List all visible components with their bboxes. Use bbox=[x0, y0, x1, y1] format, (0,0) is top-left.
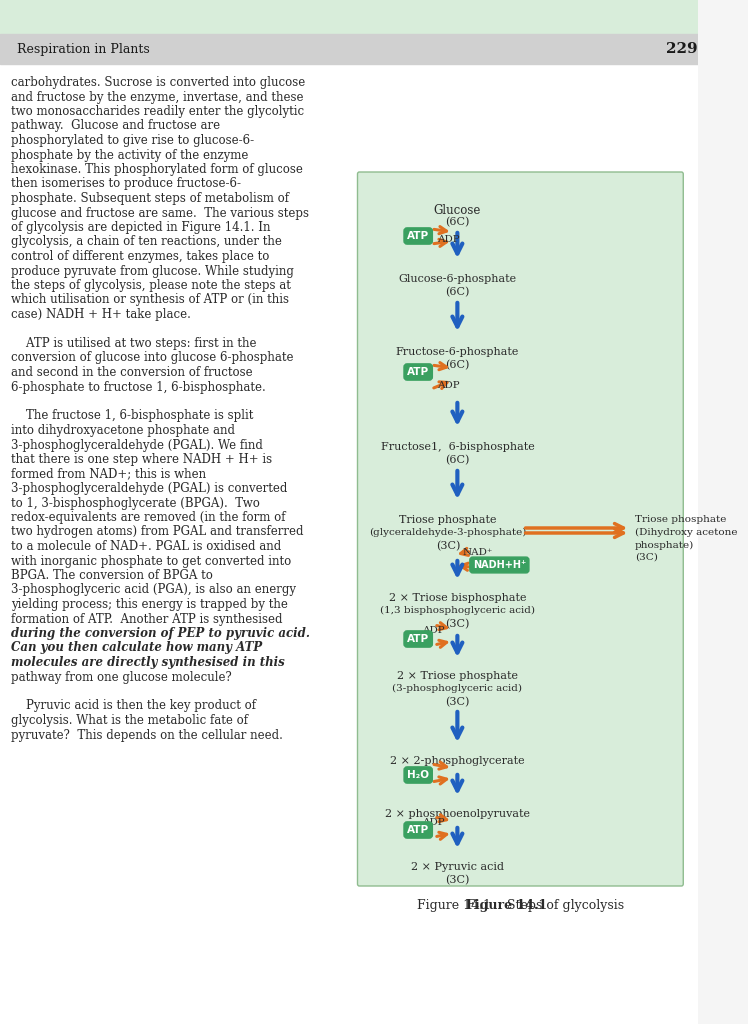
Text: redox-equivalents are removed (in the form of: redox-equivalents are removed (in the fo… bbox=[11, 511, 286, 524]
Text: Glucose-6-phosphate: Glucose-6-phosphate bbox=[399, 274, 516, 284]
Text: Triose phosphate: Triose phosphate bbox=[399, 515, 497, 525]
Text: conversion of glucose into glucose 6-phosphate: conversion of glucose into glucose 6-pho… bbox=[11, 351, 294, 365]
Text: of glycolysis are depicted in Figure 14.1. In: of glycolysis are depicted in Figure 14.… bbox=[11, 221, 271, 234]
Text: to a molecule of NAD+. PGAL is oxidised and: to a molecule of NAD+. PGAL is oxidised … bbox=[11, 540, 281, 553]
Text: The fructose 1, 6-bisphosphate is split: The fructose 1, 6-bisphosphate is split bbox=[11, 410, 254, 423]
Text: (6C): (6C) bbox=[445, 287, 470, 297]
Text: Can you then calculate how many ATP: Can you then calculate how many ATP bbox=[11, 641, 263, 654]
Text: formed from NAD+; this is when: formed from NAD+; this is when bbox=[11, 468, 206, 480]
Text: hexokinase. This phosphorylated form of glucose: hexokinase. This phosphorylated form of … bbox=[11, 163, 303, 176]
Text: ADP: ADP bbox=[422, 818, 444, 827]
Text: (3C): (3C) bbox=[436, 541, 460, 551]
Text: ATP: ATP bbox=[407, 231, 429, 241]
Text: 2 × phosphoenolpyruvate: 2 × phosphoenolpyruvate bbox=[385, 809, 530, 819]
Text: ATP: ATP bbox=[407, 634, 429, 644]
Text: 2 × 2-phosphoglycerate: 2 × 2-phosphoglycerate bbox=[390, 756, 524, 766]
Text: (6C): (6C) bbox=[445, 360, 470, 371]
Text: (6C): (6C) bbox=[445, 455, 470, 465]
Text: 2 × Triose phosphate: 2 × Triose phosphate bbox=[397, 671, 518, 681]
Text: then isomerises to produce fructose-6-: then isomerises to produce fructose-6- bbox=[11, 177, 241, 190]
Text: glycolysis, a chain of ten reactions, under the: glycolysis, a chain of ten reactions, un… bbox=[11, 236, 282, 249]
Text: pathway from one glucose molecule?: pathway from one glucose molecule? bbox=[11, 671, 232, 683]
Text: that there is one step where NADH + H+ is: that there is one step where NADH + H+ i… bbox=[11, 453, 272, 466]
Bar bbox=[0, 0, 698, 34]
Text: Respiration in Plants: Respiration in Plants bbox=[16, 43, 150, 55]
Text: 6-phosphate to fructose 1, 6-bisphosphate.: 6-phosphate to fructose 1, 6-bisphosphat… bbox=[11, 381, 266, 393]
Text: NAD⁺: NAD⁺ bbox=[462, 548, 492, 557]
Text: which utilisation or synthesis of ATP or (in this: which utilisation or synthesis of ATP or… bbox=[11, 294, 289, 306]
Text: two hydrogen atoms) from PGAL and transferred: two hydrogen atoms) from PGAL and transf… bbox=[11, 525, 304, 539]
Text: Figure 14.1    Steps of glycolysis: Figure 14.1 Steps of glycolysis bbox=[417, 899, 625, 912]
Text: ATP: ATP bbox=[407, 825, 429, 835]
Text: the steps of glycolysis, please note the steps at: the steps of glycolysis, please note the… bbox=[11, 279, 291, 292]
Text: (3C): (3C) bbox=[445, 874, 470, 886]
Text: control of different enzymes, takes place to: control of different enzymes, takes plac… bbox=[11, 250, 269, 263]
Text: ADP: ADP bbox=[422, 626, 444, 635]
Text: (3C): (3C) bbox=[445, 697, 470, 708]
Text: phosphate. Subsequent steps of metabolism of: phosphate. Subsequent steps of metabolis… bbox=[11, 193, 289, 205]
Text: produce pyruvate from glucose. While studying: produce pyruvate from glucose. While stu… bbox=[11, 264, 294, 278]
Text: glycolysis. What is the metabolic fate of: glycolysis. What is the metabolic fate o… bbox=[11, 714, 248, 727]
Text: Triose phosphate: Triose phosphate bbox=[635, 515, 726, 524]
Text: 229: 229 bbox=[666, 42, 697, 56]
Text: pyruvate?  This depends on the cellular need.: pyruvate? This depends on the cellular n… bbox=[11, 728, 283, 741]
Text: (glyceraldehyde-3-phosphate): (glyceraldehyde-3-phosphate) bbox=[370, 528, 527, 538]
Text: and second in the conversion of fructose: and second in the conversion of fructose bbox=[11, 366, 253, 379]
Text: Pyruvic acid is then the key product of: Pyruvic acid is then the key product of bbox=[11, 699, 257, 713]
Text: 2 × Triose bisphosphate: 2 × Triose bisphosphate bbox=[389, 593, 526, 603]
Text: two monosaccharides readily enter the glycolytic: two monosaccharides readily enter the gl… bbox=[11, 105, 304, 118]
Text: ATP: ATP bbox=[407, 367, 429, 377]
Text: molecules are directly synthesised in this: molecules are directly synthesised in th… bbox=[11, 656, 285, 669]
Text: (3C): (3C) bbox=[445, 618, 470, 630]
Text: 3-phosphoglyceraldehyde (PGAL). We find: 3-phosphoglyceraldehyde (PGAL). We find bbox=[11, 438, 263, 452]
Text: phosphorylated to give rise to glucose-6-: phosphorylated to give rise to glucose-6… bbox=[11, 134, 254, 147]
Text: phosphate): phosphate) bbox=[635, 541, 694, 550]
Text: H₂O: H₂O bbox=[407, 770, 429, 780]
Text: 3-phosphoglyceraldehyde (PGAL) is converted: 3-phosphoglyceraldehyde (PGAL) is conver… bbox=[11, 482, 287, 495]
Text: (Dihydroxy acetone: (Dihydroxy acetone bbox=[635, 528, 738, 538]
Text: BPGA. The conversion of BPGA to: BPGA. The conversion of BPGA to bbox=[11, 569, 213, 582]
Text: to 1, 3-bisphosphoglycerate (BPGA).  Two: to 1, 3-bisphosphoglycerate (BPGA). Two bbox=[11, 497, 260, 510]
Text: with inorganic phosphate to get converted into: with inorganic phosphate to get converte… bbox=[11, 555, 292, 567]
Text: carbohydrates. Sucrose is converted into glucose: carbohydrates. Sucrose is converted into… bbox=[11, 76, 305, 89]
Text: (1,3 bisphosphoglyceric acid): (1,3 bisphosphoglyceric acid) bbox=[380, 606, 535, 615]
Text: and fructose by the enzyme, invertase, and these: and fructose by the enzyme, invertase, a… bbox=[11, 90, 304, 103]
Text: pathway.  Glucose and fructose are: pathway. Glucose and fructose are bbox=[11, 120, 221, 132]
Text: (3-phosphoglyceric acid): (3-phosphoglyceric acid) bbox=[393, 684, 522, 693]
FancyBboxPatch shape bbox=[358, 172, 683, 886]
Text: case) NADH + H+ take place.: case) NADH + H+ take place. bbox=[11, 308, 191, 321]
Text: ADP: ADP bbox=[437, 236, 459, 245]
Text: into dihydroxyacetone phosphate and: into dihydroxyacetone phosphate and bbox=[11, 424, 235, 437]
Text: phosphate by the activity of the enzyme: phosphate by the activity of the enzyme bbox=[11, 148, 248, 162]
Text: ADP: ADP bbox=[437, 381, 459, 389]
Text: yielding process; this energy is trapped by the: yielding process; this energy is trapped… bbox=[11, 598, 288, 611]
Text: formation of ATP.  Another ATP is synthesised: formation of ATP. Another ATP is synthes… bbox=[11, 612, 283, 626]
Bar bbox=[0, 34, 698, 63]
Text: during the conversion of PEP to pyruvic acid.: during the conversion of PEP to pyruvic … bbox=[11, 627, 310, 640]
Text: Glucose: Glucose bbox=[434, 204, 481, 217]
Text: Fructose-6-phosphate: Fructose-6-phosphate bbox=[396, 347, 519, 357]
Text: 2 × Pyruvic acid: 2 × Pyruvic acid bbox=[411, 862, 504, 872]
Text: ATP is utilised at two steps: first in the: ATP is utilised at two steps: first in t… bbox=[11, 337, 257, 350]
Text: Fructose1,  6-bisphosphate: Fructose1, 6-bisphosphate bbox=[381, 442, 534, 452]
Text: (3C): (3C) bbox=[635, 553, 657, 562]
Text: Figure 14.1: Figure 14.1 bbox=[466, 899, 547, 912]
Text: NADH+H⁺: NADH+H⁺ bbox=[473, 560, 526, 570]
Text: (6C): (6C) bbox=[445, 217, 470, 227]
Text: glucose and fructose are same.  The various steps: glucose and fructose are same. The vario… bbox=[11, 207, 309, 219]
Text: 3-phosphoglyceric acid (PGA), is also an energy: 3-phosphoglyceric acid (PGA), is also an… bbox=[11, 584, 296, 597]
